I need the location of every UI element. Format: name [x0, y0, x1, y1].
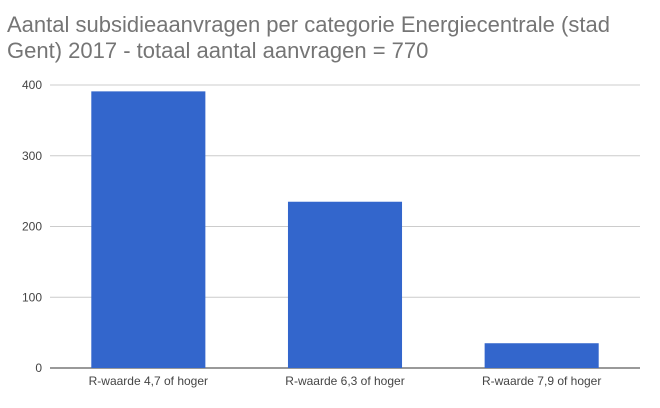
x-tick-label: R-waarde 4,7 of hoger [89, 374, 208, 388]
y-tick-label: 200 [22, 220, 42, 234]
y-axis-ticks: 0 100 200 300 400 [22, 78, 42, 375]
chart-title: Aantal subsidieaanvragen per categorie E… [7, 12, 610, 63]
bar [287, 201, 403, 368]
y-tick-label: 300 [22, 149, 42, 163]
y-tick-label: 100 [22, 290, 42, 304]
bar [484, 343, 599, 368]
x-tick-label: R-waarde 6,3 of hoger [285, 374, 404, 388]
x-tick-label: R-waarde 7,9 of hoger [482, 374, 601, 388]
bar [91, 91, 206, 369]
y-tick-label: 0 [35, 361, 42, 375]
bars [91, 91, 599, 369]
x-axis-ticks: R-waarde 4,7 of hoger R-waarde 6,3 of hog… [89, 374, 602, 388]
y-tick-label: 400 [22, 78, 42, 92]
